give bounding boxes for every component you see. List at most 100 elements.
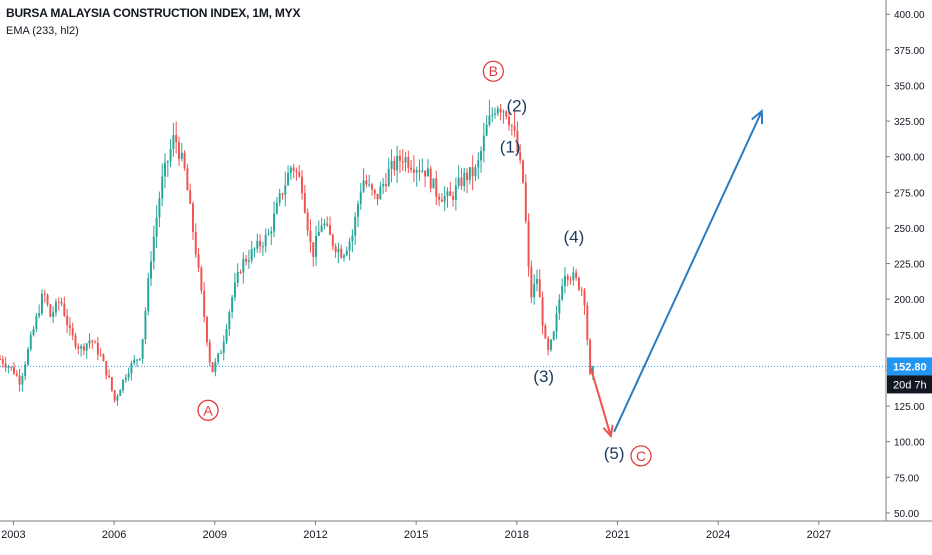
candle-down[interactable] (329, 225, 331, 235)
candle-up[interactable] (351, 235, 354, 242)
candle-up[interactable] (270, 231, 273, 234)
candle-down[interactable] (586, 305, 589, 340)
candle-down[interactable] (527, 221, 530, 268)
candle-up[interactable] (533, 283, 536, 298)
candle-up[interactable] (491, 114, 494, 116)
candle-up[interactable] (256, 240, 259, 249)
candle-up[interactable] (572, 272, 575, 281)
candle-down[interactable] (46, 294, 49, 305)
candle-up[interactable] (141, 339, 144, 359)
candle-down[interactable] (99, 354, 102, 356)
candle-up[interactable] (563, 276, 566, 287)
candle-down[interactable] (373, 189, 376, 194)
candle-up[interactable] (488, 115, 491, 125)
candle-down[interactable] (108, 375, 111, 378)
candle-down[interactable] (66, 315, 69, 326)
candle-down[interactable] (424, 170, 427, 177)
candle-up[interactable] (284, 185, 287, 195)
candle-down[interactable] (331, 234, 334, 247)
candle-down[interactable] (77, 346, 80, 349)
candle-down[interactable] (440, 199, 443, 202)
candle-up[interactable] (85, 343, 88, 351)
candle-down[interactable] (295, 170, 298, 173)
candle-down[interactable] (429, 168, 432, 189)
candle-up[interactable] (80, 346, 83, 349)
candle-down[interactable] (183, 152, 186, 169)
candle-down[interactable] (197, 254, 200, 268)
candle-down[interactable] (471, 167, 474, 177)
candle-down[interactable] (407, 157, 410, 168)
candle-up[interactable] (231, 297, 234, 312)
candle-up[interactable] (345, 250, 348, 256)
candle-up[interactable] (147, 278, 150, 311)
candle-up[interactable] (354, 216, 357, 236)
candle-up[interactable] (164, 162, 166, 177)
candle-down[interactable] (105, 361, 108, 376)
candle-down[interactable] (449, 191, 452, 197)
candle-up[interactable] (348, 241, 351, 251)
candle-up[interactable] (463, 172, 466, 186)
candle-up[interactable] (24, 364, 27, 377)
candle-up[interactable] (558, 299, 561, 314)
candle-up[interactable] (119, 390, 122, 396)
candle-down[interactable] (239, 271, 242, 273)
candle-down[interactable] (575, 272, 578, 278)
candle-up[interactable] (317, 231, 320, 236)
candle-up[interactable] (474, 167, 477, 177)
candle-down[interactable] (191, 203, 194, 232)
candle-down[interactable] (312, 242, 315, 257)
candle-up[interactable] (35, 316, 38, 329)
candle-down[interactable] (541, 297, 544, 326)
candle-down[interactable] (538, 279, 541, 298)
candle-up[interactable] (88, 340, 91, 344)
candle-up[interactable] (155, 217, 158, 237)
candle-down[interactable] (519, 152, 522, 161)
candle-up[interactable] (144, 310, 147, 340)
candle-up[interactable] (130, 363, 133, 374)
candle-up[interactable] (591, 366, 594, 374)
candle-down[interactable] (4, 363, 7, 368)
candle-down[interactable] (580, 289, 583, 291)
candle-up[interactable] (494, 113, 496, 115)
candle-up[interactable] (264, 234, 267, 247)
candle-down[interactable] (334, 246, 337, 252)
candle-up[interactable] (561, 286, 564, 300)
candle-down[interactable] (208, 342, 211, 363)
candle-down[interactable] (102, 354, 105, 362)
candle-down[interactable] (110, 377, 113, 391)
candle-down[interactable] (438, 196, 441, 200)
candle-down[interactable] (577, 277, 580, 290)
candle-down[interactable] (452, 196, 455, 200)
candle-down[interactable] (513, 125, 516, 131)
candle-up[interactable] (485, 124, 488, 136)
candle-down[interactable] (301, 176, 304, 194)
candle-up[interactable] (116, 395, 119, 401)
candle-up[interactable] (535, 279, 538, 284)
candle-up[interactable] (127, 373, 130, 378)
candle-down[interactable] (96, 342, 99, 355)
candle-up[interactable] (357, 203, 359, 217)
candle-down[interactable] (292, 167, 295, 171)
candle-down[interactable] (460, 177, 463, 186)
candle-up[interactable] (169, 148, 172, 162)
candle-up[interactable] (166, 161, 169, 163)
candle-up[interactable] (214, 361, 217, 373)
candle-down[interactable] (566, 276, 569, 280)
candle-up[interactable] (261, 246, 264, 248)
candle-down[interactable] (376, 193, 379, 200)
candle-down[interactable] (186, 168, 189, 191)
candle-down[interactable] (393, 160, 396, 171)
candle-up[interactable] (362, 180, 365, 192)
candle-up[interactable] (387, 168, 390, 186)
candle-down[interactable] (200, 267, 203, 291)
candle-down[interactable] (516, 130, 519, 153)
candle-up[interactable] (468, 167, 471, 181)
candle-up[interactable] (278, 193, 281, 203)
candle-down[interactable] (401, 161, 404, 163)
candle-down[interactable] (410, 167, 413, 170)
candle-down[interactable] (589, 339, 592, 374)
candle-down[interactable] (194, 231, 197, 255)
candle-down[interactable] (370, 184, 373, 190)
candle-down[interactable] (49, 304, 52, 317)
